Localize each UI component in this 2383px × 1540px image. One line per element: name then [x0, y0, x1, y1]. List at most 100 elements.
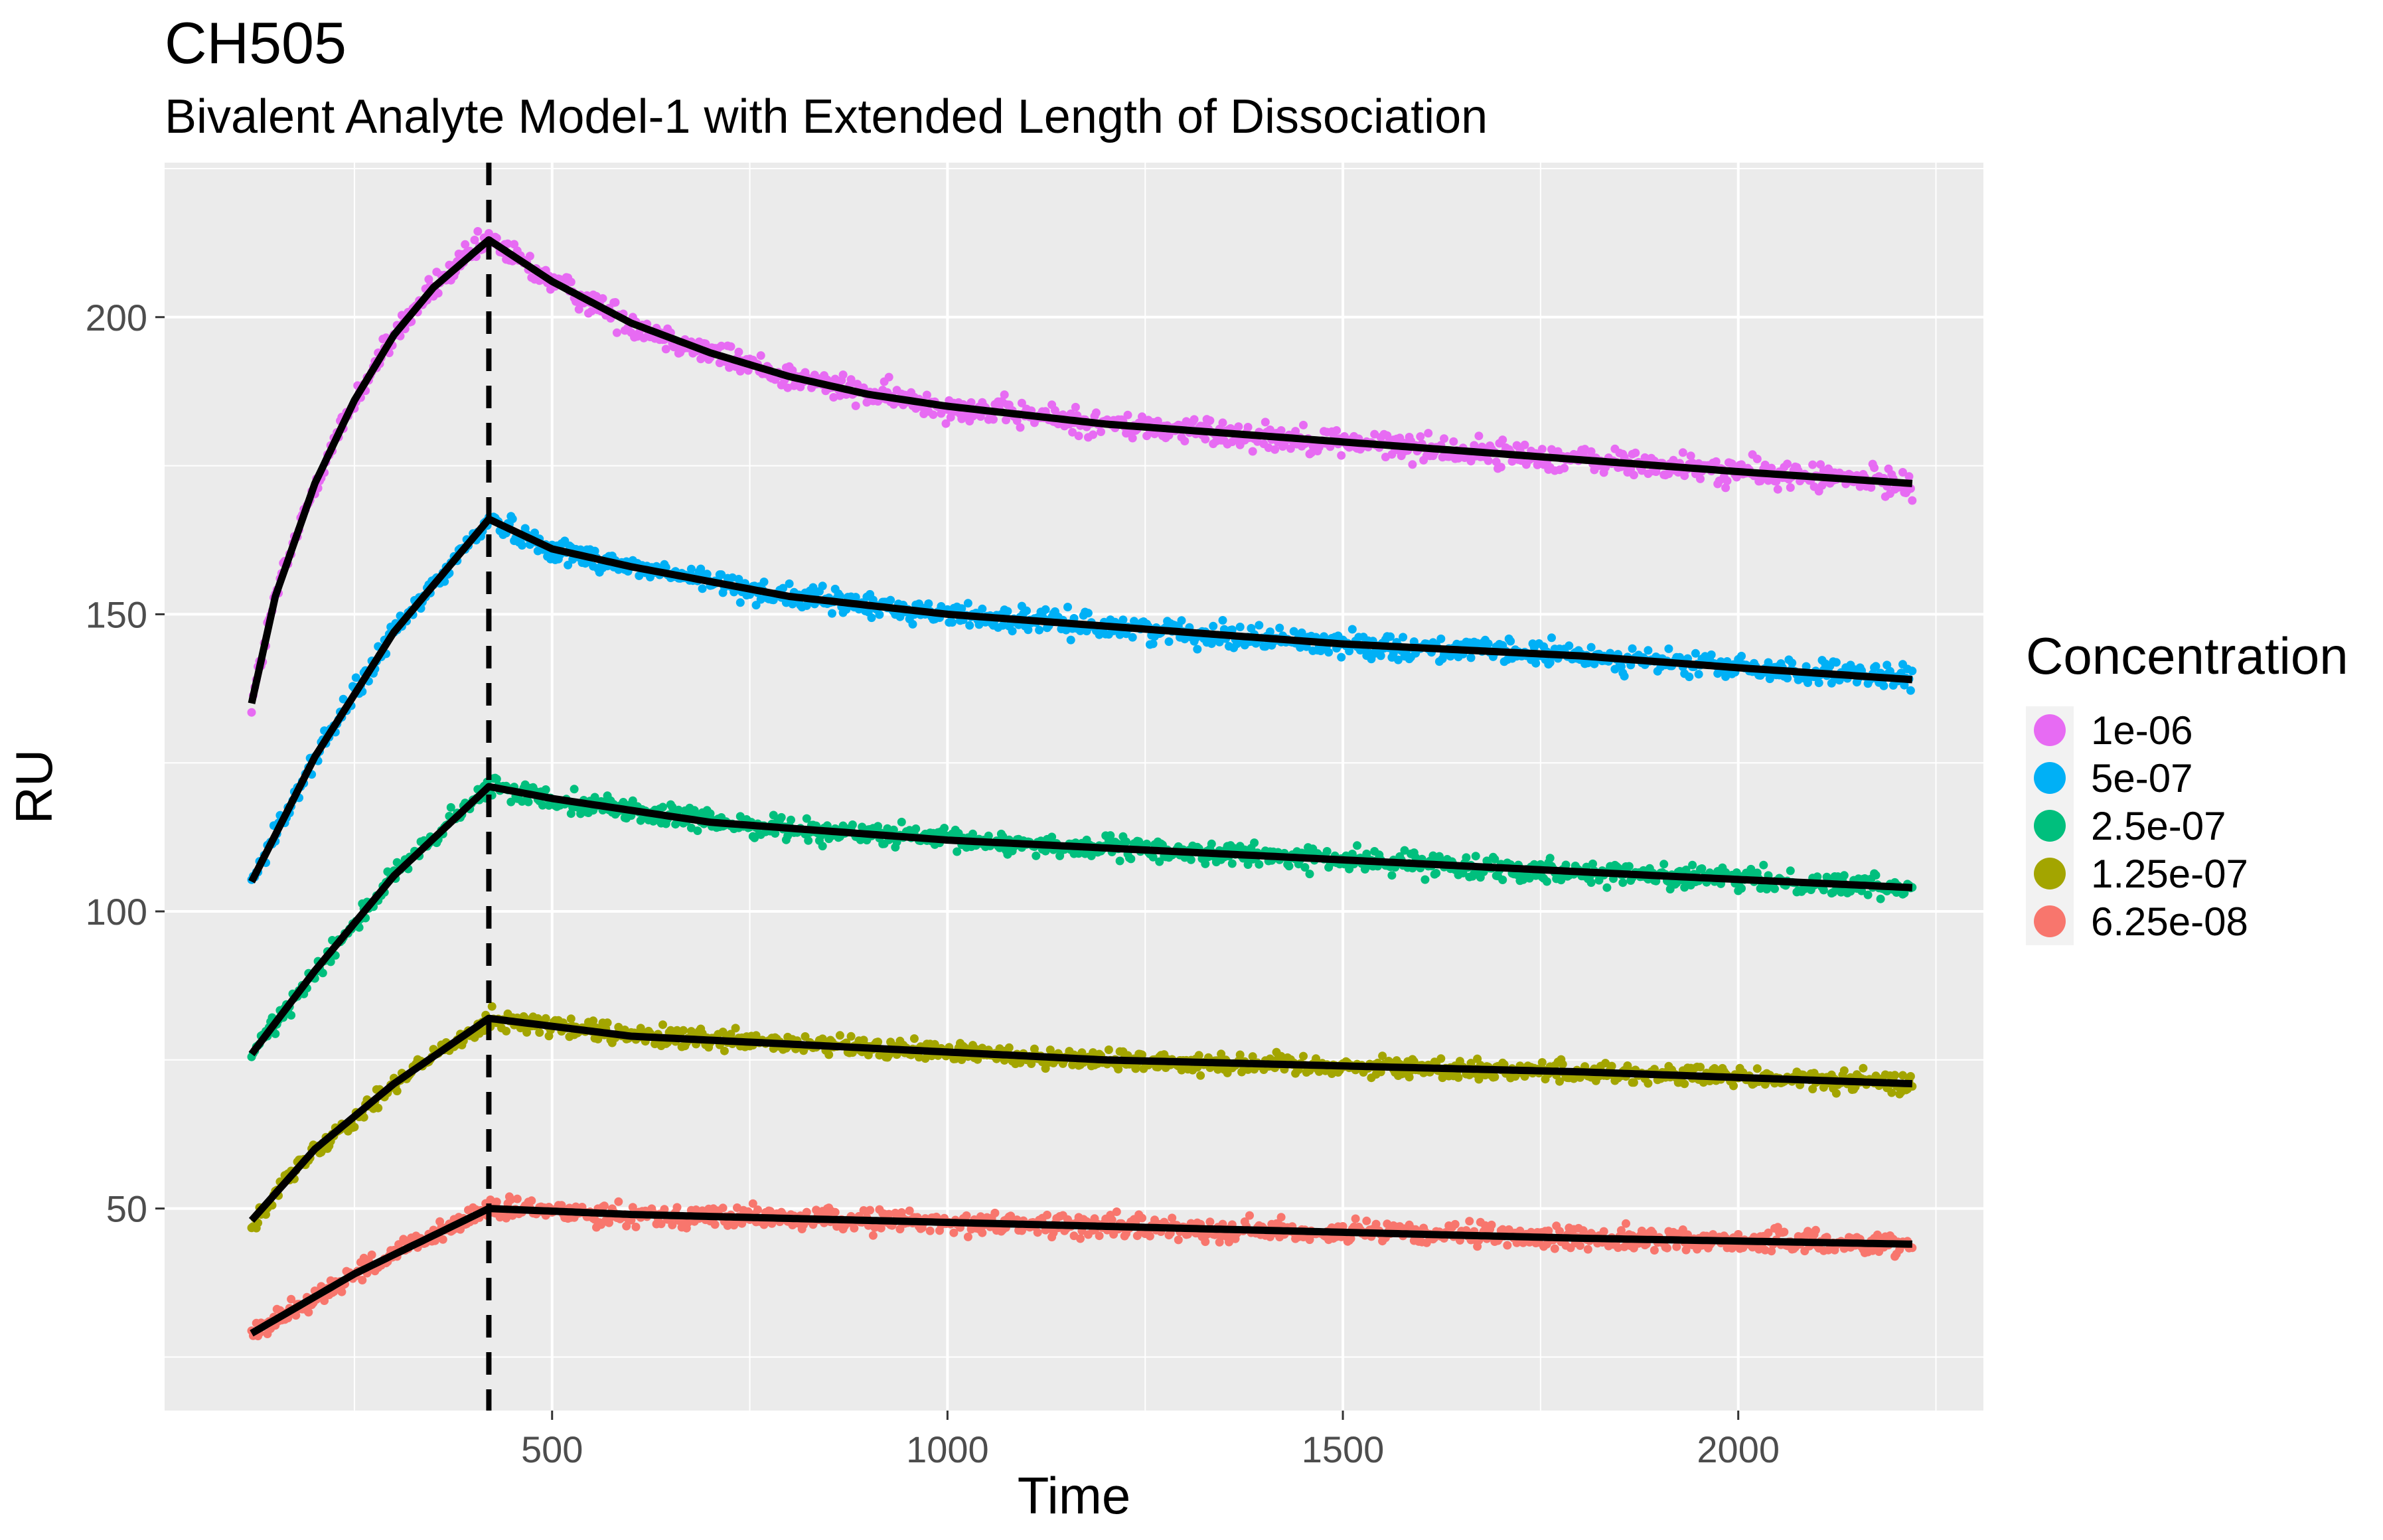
- data-point: [632, 1223, 641, 1231]
- data-point: [1337, 653, 1345, 662]
- data-point: [1196, 1071, 1205, 1080]
- data-point: [1348, 625, 1357, 634]
- data-point: [524, 798, 533, 807]
- data-point: [1859, 1064, 1867, 1073]
- data-point: [1416, 432, 1424, 441]
- data-point: [965, 621, 974, 630]
- data-point: [1786, 866, 1795, 875]
- data-point: [1209, 622, 1217, 631]
- data-point: [940, 824, 949, 832]
- data-point: [1097, 427, 1105, 436]
- data-point: [1877, 895, 1885, 903]
- data-point: [1228, 860, 1237, 868]
- data-point: [1035, 626, 1043, 635]
- data-point: [527, 1196, 536, 1205]
- data-point: [1236, 623, 1245, 631]
- data-point: [613, 329, 621, 337]
- chart-title: CH505: [165, 10, 346, 76]
- data-point: [777, 813, 786, 822]
- data-point: [719, 1203, 728, 1212]
- data-point: [611, 298, 620, 307]
- data-point: [1788, 658, 1796, 667]
- data-point: [1587, 878, 1596, 887]
- data-point: [1543, 878, 1551, 886]
- data-point: [1332, 426, 1341, 435]
- data-point: [1832, 1089, 1841, 1098]
- data-point: [753, 1205, 762, 1214]
- data-point: [1474, 431, 1483, 440]
- data-point: [673, 1203, 682, 1211]
- data-point: [1547, 633, 1556, 642]
- data-point: [962, 1211, 971, 1220]
- data-point: [1084, 609, 1093, 617]
- data-point: [1353, 841, 1361, 850]
- data-point: [567, 277, 576, 286]
- data-point: [1546, 854, 1555, 862]
- data-point: [350, 1122, 358, 1131]
- data-point: [1255, 621, 1263, 629]
- data-point: [693, 826, 702, 835]
- data-point: [1608, 1062, 1616, 1071]
- data-point: [1506, 637, 1515, 646]
- data-point: [1362, 1217, 1371, 1225]
- data-point: [1306, 870, 1314, 878]
- data-point: [1124, 411, 1132, 420]
- data-point: [1887, 1089, 1896, 1097]
- data-point: [836, 1031, 844, 1040]
- data-point: [599, 294, 607, 303]
- data-point: [1449, 437, 1458, 446]
- data-point: [910, 1034, 919, 1043]
- data-point: [1620, 672, 1629, 680]
- data-point: [1707, 651, 1716, 659]
- data-point: [1840, 871, 1849, 880]
- data-point: [1454, 1073, 1463, 1082]
- data-point: [1165, 637, 1174, 646]
- data-point: [1187, 856, 1195, 864]
- data-point: [1451, 1220, 1460, 1229]
- data-point: [1753, 455, 1762, 463]
- data-point: [1462, 853, 1470, 862]
- data-point: [1759, 861, 1768, 870]
- data-point: [926, 1227, 935, 1235]
- data-point: [964, 1233, 972, 1241]
- data-point: [1219, 616, 1227, 625]
- data-point: [1879, 682, 1888, 690]
- data-point: [1497, 463, 1505, 471]
- data-point: [614, 1197, 623, 1206]
- data-point: [831, 1208, 840, 1217]
- data-point: [897, 818, 906, 826]
- data-point: [1041, 605, 1050, 614]
- data-point: [1201, 435, 1209, 443]
- data-point: [1484, 639, 1493, 648]
- data-point: [850, 1224, 858, 1233]
- data-point: [734, 348, 743, 356]
- data-point: [1149, 639, 1158, 648]
- data-point: [711, 1220, 720, 1229]
- data-point: [473, 227, 482, 236]
- data-point: [929, 410, 937, 419]
- data-point: [1770, 885, 1779, 893]
- data-point: [1659, 860, 1668, 868]
- data-point: [731, 1024, 740, 1032]
- data-point: [1113, 1207, 1121, 1216]
- data-point: [989, 415, 998, 424]
- data-point: [866, 1206, 874, 1215]
- data-point: [1723, 477, 1732, 485]
- data-point: [1118, 615, 1127, 624]
- data-point: [1679, 448, 1687, 457]
- data-point: [1908, 666, 1916, 675]
- data-point: [1408, 460, 1417, 469]
- data-point: [1521, 441, 1529, 449]
- data-point: [1299, 1052, 1308, 1061]
- data-point: [1275, 624, 1284, 633]
- data-point: [248, 708, 256, 717]
- data-point: [1095, 1231, 1104, 1240]
- data-point: [1377, 651, 1385, 660]
- data-point: [658, 803, 667, 811]
- data-point: [1000, 390, 1009, 399]
- data-point: [1729, 1081, 1738, 1090]
- data-point: [1421, 876, 1429, 884]
- data-point: [1753, 1064, 1762, 1073]
- data-point: [886, 596, 895, 605]
- data-point: [1696, 1063, 1705, 1071]
